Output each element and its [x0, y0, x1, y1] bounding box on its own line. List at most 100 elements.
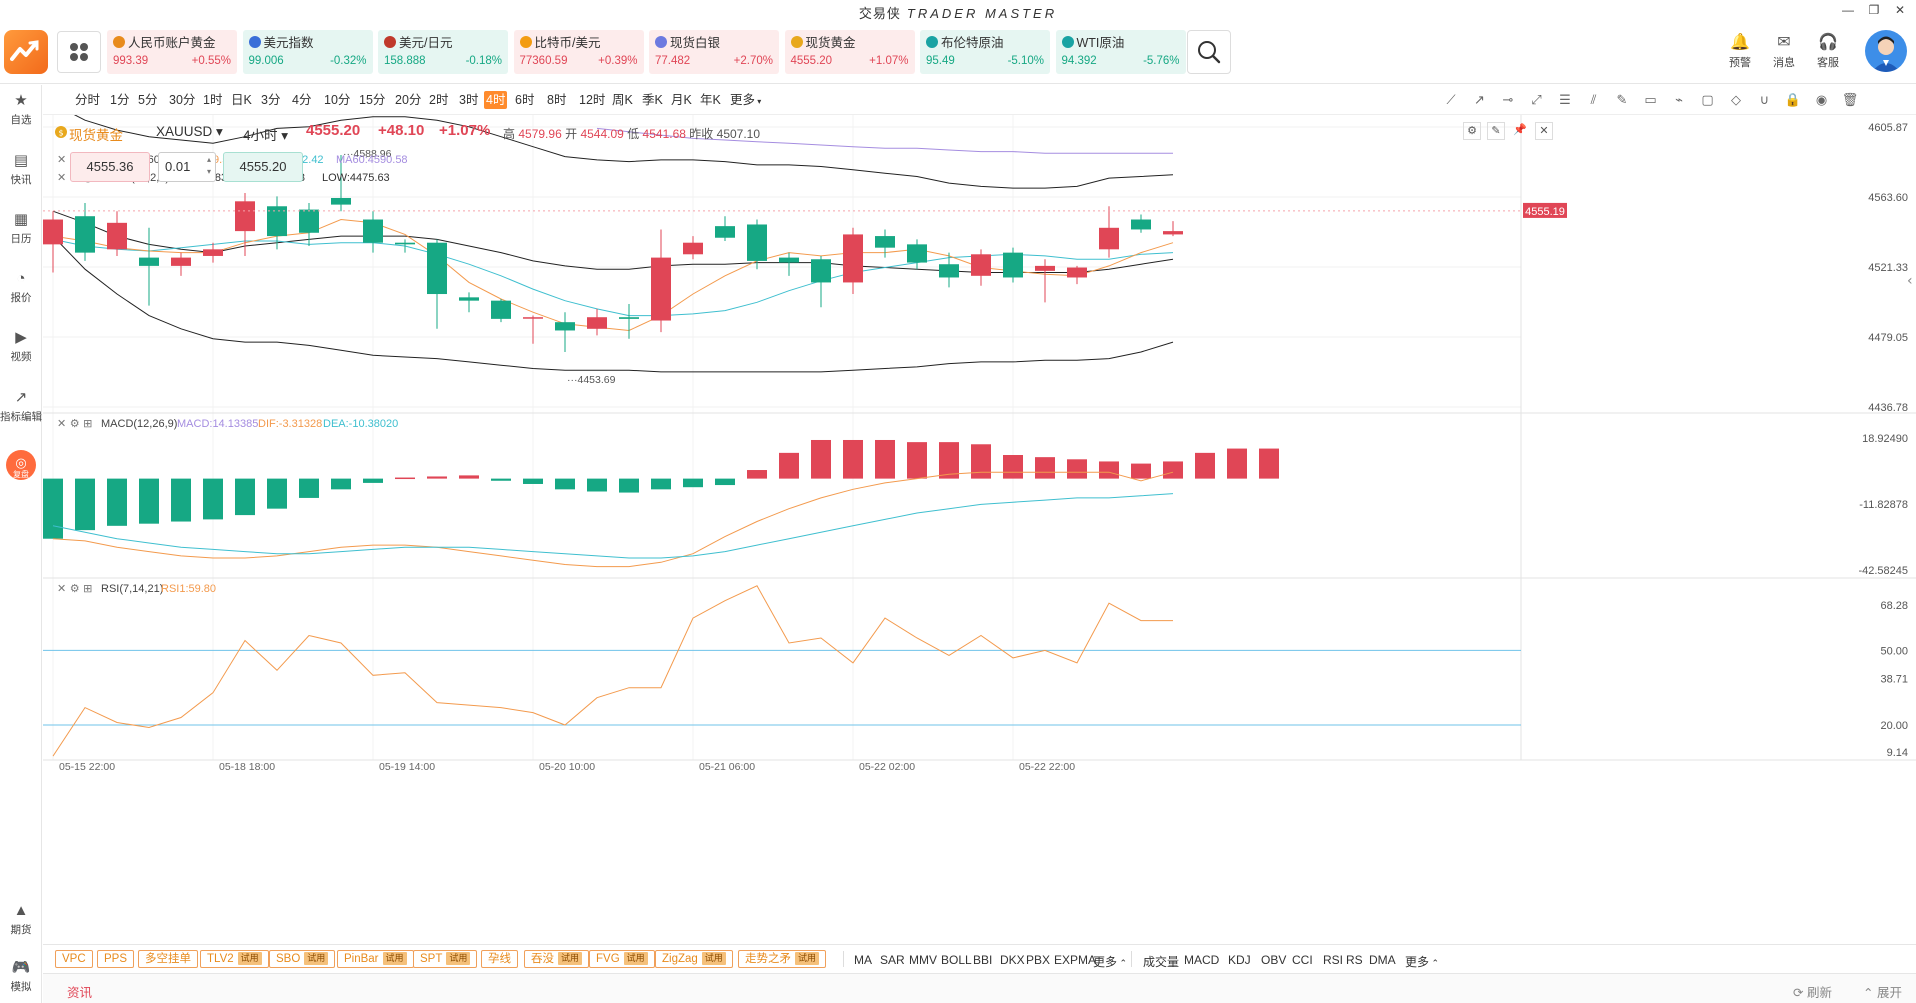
- search-button[interactable]: [1187, 30, 1231, 74]
- sidebar-item-calendar[interactable]: ▦ 日历: [0, 209, 42, 246]
- main-indicator[interactable]: EXPMA: [1054, 953, 1097, 967]
- indicator-chip[interactable]: ZigZag 试用: [655, 950, 733, 968]
- avatar[interactable]: [1865, 30, 1907, 72]
- period-tab[interactable]: 更多 ▾: [730, 93, 762, 107]
- candle[interactable]: [1067, 265, 1087, 285]
- period-tab[interactable]: 6时: [515, 93, 535, 107]
- period-tab[interactable]: 1分: [110, 93, 130, 107]
- sidebar-item-quote[interactable]: ◔ 报价: [0, 268, 42, 305]
- candle[interactable]: [491, 299, 511, 323]
- candle[interactable]: [1003, 247, 1023, 283]
- main-indicator[interactable]: SAR: [880, 953, 905, 967]
- sub-indicator[interactable]: 更多 ⌃: [1405, 955, 1440, 969]
- ticker-card[interactable]: 布伦特原油 95.49 -5.10%: [920, 30, 1050, 74]
- macd-controls[interactable]: ✕ ⚙ ⊞: [57, 417, 92, 430]
- candle[interactable]: [299, 202, 319, 247]
- rsi-controls[interactable]: ✕ ⚙ ⊞: [57, 582, 92, 595]
- news-label[interactable]: 资讯: [67, 986, 93, 1000]
- sidebar-item-gamepad[interactable]: 🎮 模拟: [0, 957, 42, 994]
- candle[interactable]: [331, 155, 351, 212]
- brush-icon[interactable]: ⌁: [1675, 92, 1683, 107]
- eraser-icon[interactable]: ◇: [1731, 92, 1741, 107]
- candle[interactable]: [939, 252, 959, 288]
- ticker-card[interactable]: WTI原油 94.392 -5.76%: [1055, 30, 1186, 74]
- sub-indicator[interactable]: CCI: [1292, 953, 1313, 967]
- main-indicator[interactable]: MMV: [909, 953, 937, 967]
- buy-price-box[interactable]: 4555.20: [223, 152, 303, 182]
- candle[interactable]: [811, 255, 831, 308]
- candle[interactable]: [267, 196, 287, 250]
- candle[interactable]: [1035, 259, 1055, 303]
- indicator-chip[interactable]: 多空挂单: [138, 950, 198, 968]
- timeframe-select[interactable]: 4小时 ▾: [243, 128, 289, 143]
- candle[interactable]: [1163, 221, 1183, 237]
- candle[interactable]: [363, 211, 383, 253]
- sub-indicator[interactable]: DMA: [1369, 953, 1396, 967]
- pin-icon[interactable]: 📌: [1513, 124, 1527, 136]
- main-indicator[interactable]: 更多 ⌃: [1093, 955, 1128, 969]
- image-icon[interactable]: ▭: [1644, 92, 1657, 107]
- lot-size-input[interactable]: 0.01 ▴ ▾: [158, 152, 216, 182]
- candle[interactable]: [107, 211, 127, 256]
- candle[interactable]: [715, 216, 735, 242]
- sub-indicator[interactable]: OBV: [1261, 953, 1287, 967]
- instrument-symbol[interactable]: XAUUSD ▾: [156, 124, 223, 139]
- eye-icon[interactable]: ◉: [1815, 92, 1828, 107]
- pen-icon[interactable]: ✎: [1616, 92, 1628, 107]
- candle[interactable]: [1131, 214, 1151, 233]
- sidebar-item-video[interactable]: ▶ 视频: [0, 327, 42, 364]
- candle[interactable]: [651, 229, 671, 333]
- period-tab[interactable]: 月K: [671, 93, 692, 107]
- indicator-chip[interactable]: VPC: [55, 950, 93, 968]
- period-tab[interactable]: 周K: [612, 93, 633, 107]
- ticker-card[interactable]: 比特币/美元 77360.59 +0.39%: [513, 30, 644, 74]
- instrument-name[interactable]: 现货黄金: [69, 128, 123, 143]
- candle[interactable]: [1099, 206, 1119, 258]
- period-tab[interactable]: 4分: [292, 93, 312, 107]
- candle[interactable]: [427, 239, 447, 329]
- minimize-icon[interactable]: —: [1842, 3, 1854, 17]
- indicator-chip[interactable]: PinBar 试用: [337, 950, 414, 968]
- indicator-chip[interactable]: TLV2 试用: [200, 950, 269, 968]
- expand-button[interactable]: ⌃ 展开: [1863, 986, 1902, 1000]
- main-indicator[interactable]: BOLL: [941, 953, 972, 967]
- candle[interactable]: [43, 211, 63, 273]
- indicator-chip[interactable]: 吞没 试用: [524, 950, 590, 968]
- horizontal-line-icon[interactable]: ⊸: [1502, 92, 1514, 107]
- fib-icon[interactable]: ☰: [1559, 92, 1571, 107]
- edit-icon[interactable]: ✎: [1487, 122, 1505, 140]
- candle[interactable]: [139, 227, 159, 306]
- period-tab[interactable]: 4时: [484, 91, 508, 109]
- period-tab[interactable]: 20分: [395, 93, 422, 107]
- candle[interactable]: [907, 239, 927, 270]
- sub-indicator[interactable]: RSI: [1323, 953, 1344, 967]
- ticker-card[interactable]: 美元/日元 158.888 -0.18%: [378, 30, 508, 74]
- main-indicator[interactable]: MA: [854, 953, 872, 967]
- candle[interactable]: [971, 249, 991, 286]
- period-tab[interactable]: 日K: [231, 93, 252, 107]
- candle[interactable]: [779, 252, 799, 276]
- main-indicator[interactable]: BBI: [973, 953, 993, 967]
- ticker-card[interactable]: 现货黄金 4555.20 +1.07%: [784, 30, 915, 74]
- candle[interactable]: [235, 193, 255, 256]
- sidebar-item-replay[interactable]: ◎ 复盘: [0, 450, 42, 492]
- period-tab[interactable]: 2时: [429, 93, 449, 107]
- main-indicator[interactable]: PBX: [1026, 953, 1051, 967]
- period-tab[interactable]: 3分: [261, 93, 281, 107]
- close-chart-icon[interactable]: ✕: [1535, 122, 1553, 140]
- sidebar-item-star[interactable]: ★ 自选: [0, 90, 42, 127]
- sidebar-item-indicator-edit[interactable]: ↗ 指标编辑: [0, 389, 42, 423]
- sub-indicator[interactable]: 成交量: [1143, 955, 1180, 969]
- channel-icon[interactable]: ⫽: [1590, 92, 1597, 107]
- chart-settings-icon[interactable]: ⚙: [1463, 122, 1481, 140]
- chart-area[interactable]: 4555.19 ···4588.96 ···4453.69 4605.87 4563.6…: [43, 115, 1916, 945]
- candle[interactable]: [843, 227, 863, 295]
- period-tab[interactable]: 5分: [138, 93, 158, 107]
- period-tab[interactable]: 15分: [359, 93, 386, 107]
- refresh-button[interactable]: ⟳ 刷新: [1793, 986, 1832, 1000]
- magnet-icon[interactable]: ∪: [1759, 92, 1770, 107]
- candle[interactable]: [683, 236, 703, 260]
- mail-button[interactable]: ✉ 消息: [1766, 32, 1802, 70]
- period-tab[interactable]: 12时: [579, 93, 606, 107]
- close-icon[interactable]: ✕: [1894, 3, 1906, 17]
